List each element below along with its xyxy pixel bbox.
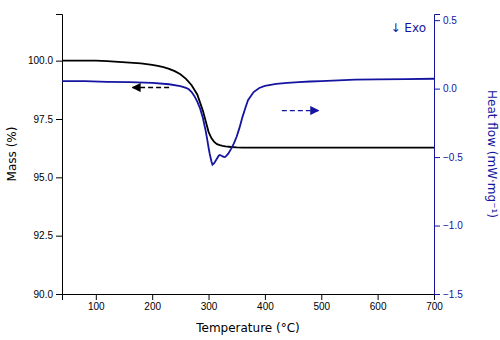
x-axis-tick-mark bbox=[152, 294, 153, 300]
y-axis-tick: 95.0 bbox=[34, 172, 62, 183]
x-axis-tick: 500 bbox=[313, 294, 330, 312]
x-axis-tick-label: 100 bbox=[88, 301, 105, 312]
x-axis-tick-label: 700 bbox=[426, 301, 443, 312]
y-axis-tick-label: 92.5 bbox=[34, 230, 54, 241]
x-axis-tick-label: 500 bbox=[313, 301, 330, 312]
x-axis-tick: 600 bbox=[370, 294, 387, 312]
x-axis-tick-mark bbox=[209, 294, 210, 300]
y-axis-tick: 100.0 bbox=[28, 55, 62, 66]
y2-axis-tick: 0.5 bbox=[434, 15, 457, 26]
y2-axis-tick-label: −0.5 bbox=[443, 152, 463, 163]
y2-axis-tick-label: −1.5 bbox=[443, 289, 463, 300]
x-axis-tick: 400 bbox=[257, 294, 274, 312]
y2-axis-tick: −0.5 bbox=[434, 152, 463, 163]
y2-axis-tick-mark bbox=[434, 226, 440, 227]
y2-axis-tick-mark bbox=[434, 20, 440, 21]
arrow bbox=[282, 110, 319, 111]
y-axis-title: Mass (%) bbox=[5, 127, 19, 182]
line bbox=[62, 79, 434, 165]
plot: 100 200 300 400 500 600 700 90.0 92.5 95.0 97.5 100… bbox=[28, 15, 463, 313]
y-axis-tick-label: 100.0 bbox=[28, 55, 53, 66]
y-axis: 90.0 92.5 95.0 97.5 100.0 bbox=[28, 15, 63, 300]
y2-axis-line bbox=[435, 15, 441, 295]
y2-axis-tick-mark bbox=[434, 157, 440, 158]
x-axis-tick-label: 300 bbox=[201, 301, 218, 312]
x-axis-title: Temperature (°C) bbox=[195, 321, 300, 335]
x-axis-tick-mark bbox=[265, 294, 266, 300]
line bbox=[62, 61, 434, 148]
y2-axis: −1.5 −1.0 −0.5 0.0 0.5 bbox=[434, 15, 463, 300]
y2-axis-tick: −1.5 bbox=[434, 289, 463, 300]
arrow bbox=[132, 87, 169, 88]
x-axis-tick: 700 bbox=[426, 294, 443, 312]
y-axis-tick-mark bbox=[56, 119, 62, 120]
y-axis-tick-mark bbox=[56, 177, 62, 178]
y-axis-tick-mark bbox=[56, 294, 62, 295]
y2-axis-tick-mark bbox=[434, 89, 440, 90]
x-axis-tick-label: 200 bbox=[144, 301, 161, 312]
x-axis: 100 200 300 400 500 600 700 bbox=[63, 294, 444, 312]
y2-axis-tick: −1.0 bbox=[434, 220, 463, 231]
y-axis-tick: 97.5 bbox=[34, 114, 62, 125]
x-axis-tick-mark bbox=[96, 294, 97, 300]
x-axis-tick: 200 bbox=[144, 294, 161, 312]
x-axis-tick-mark bbox=[321, 294, 322, 300]
y2-axis-tick-mark bbox=[434, 294, 440, 295]
y-axis-tick-label: 95.0 bbox=[34, 172, 54, 183]
y-axis-tick-label: 90.0 bbox=[34, 289, 54, 300]
y2-axis-tick-label: 0.5 bbox=[443, 15, 457, 26]
y2-axis-tick-label: −1.0 bbox=[443, 220, 463, 231]
x-axis-tick: 100 bbox=[88, 294, 105, 312]
y2-axis-title: Heat flow (mW·mg⁻¹) bbox=[485, 90, 499, 218]
y-axis-tick: 90.0 bbox=[34, 289, 62, 300]
y-axis-tick-mark bbox=[56, 61, 62, 62]
y2-axis-tick-label: 0.0 bbox=[443, 83, 457, 94]
y-axis-line bbox=[56, 15, 63, 295]
y-axis-tick-mark bbox=[56, 236, 62, 237]
annotation: ↓ Exo bbox=[390, 21, 426, 35]
x-axis-tick: 300 bbox=[201, 294, 218, 312]
series-group bbox=[62, 61, 434, 165]
y-axis-tick: 92.5 bbox=[34, 230, 62, 241]
x-axis-tick-mark bbox=[378, 294, 379, 300]
x-axis-tick-label: 400 bbox=[257, 301, 274, 312]
y-axis-tick-label: 97.5 bbox=[34, 114, 54, 125]
chart: 100 200 300 400 500 600 700 90.0 92.5 95.0 97.5 100… bbox=[0, 0, 500, 340]
y2-axis-tick: 0.0 bbox=[434, 83, 457, 94]
x-axis-tick-label: 600 bbox=[370, 301, 387, 312]
x-axis-line bbox=[63, 295, 435, 301]
